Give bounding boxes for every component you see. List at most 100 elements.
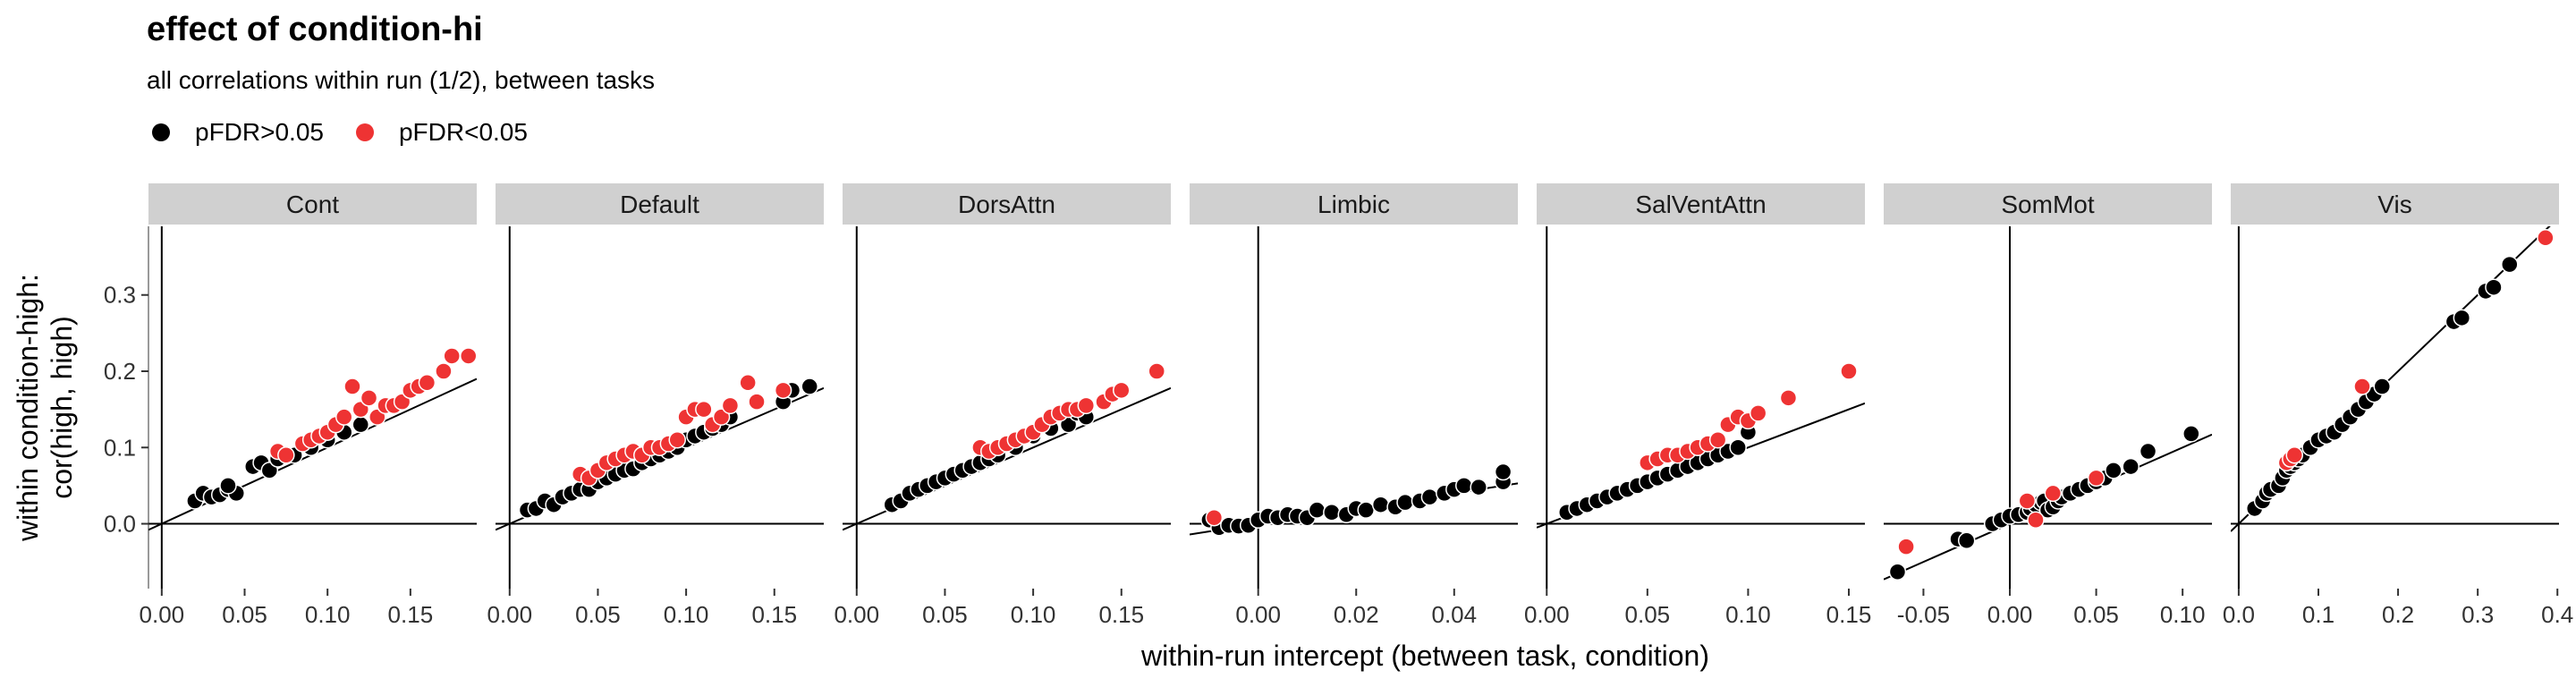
- legend-swatch-ns: [152, 123, 170, 141]
- x-tick-label: 0.1: [2302, 601, 2334, 628]
- x-tick-label: 0.10: [2160, 601, 2206, 628]
- data-point-sig: [695, 400, 713, 419]
- facet-label-limbic: Limbic: [1318, 191, 1390, 218]
- x-tick-label: 0.4: [2541, 601, 2573, 628]
- x-tick-label: 0.00: [1235, 601, 1281, 628]
- data-point-ns: [2122, 457, 2140, 476]
- y-tick-label: 0.0: [104, 511, 136, 538]
- data-point-ns: [1470, 478, 1487, 496]
- x-axis-title: within-run intercept (between task, cond…: [1140, 640, 1709, 672]
- facet-strip-vis: [2231, 183, 2559, 225]
- facet-strip-cont: [148, 183, 477, 225]
- data-point-sig: [721, 396, 740, 415]
- x-tick-label: 0.05: [1625, 601, 1671, 628]
- facet-strip-salventattn: [1537, 183, 1865, 225]
- data-point-ns: [1308, 501, 1326, 519]
- x-tick-label: 0.00: [140, 601, 185, 628]
- y-tick-label: 0.3: [104, 282, 136, 309]
- data-point-sig: [712, 408, 731, 426]
- data-point-sig: [2353, 377, 2371, 395]
- data-point-ns: [1396, 493, 1414, 512]
- x-tick-label: 0.0: [2223, 601, 2255, 628]
- data-point-sig: [1708, 430, 1727, 449]
- x-tick-label: 0.04: [1431, 601, 1477, 628]
- x-tick-label: 0.10: [1011, 601, 1056, 628]
- data-point-ns: [1371, 496, 1390, 513]
- data-point-ns: [2373, 377, 2391, 395]
- chart-title: effect of condition-hi: [147, 11, 483, 48]
- data-point-sig: [748, 393, 766, 411]
- data-point-sig: [435, 362, 453, 380]
- data-point-sig: [1840, 362, 1858, 380]
- x-tick-label: 0.05: [2073, 601, 2119, 628]
- data-point-ns: [2182, 425, 2200, 443]
- data-point-sig: [2044, 484, 2063, 503]
- x-tick-label: 0.05: [922, 601, 968, 628]
- data-point-ns: [2105, 462, 2123, 479]
- data-point-sig: [2087, 469, 2106, 488]
- data-point-sig: [443, 347, 461, 365]
- data-point-ns: [801, 377, 818, 395]
- x-tick-label: 0.15: [1826, 601, 1872, 628]
- facet-label-sommot: SomMot: [2001, 191, 2094, 218]
- x-tick-label: 0.05: [222, 601, 267, 628]
- legend-swatch-sig: [355, 123, 374, 141]
- data-point-ns: [352, 415, 370, 434]
- data-point-sig: [2285, 446, 2304, 464]
- x-tick-label: 0.10: [305, 601, 351, 628]
- facet-label-salventattn: SalVentAttn: [1635, 191, 1766, 218]
- data-point-sig: [1205, 508, 1224, 527]
- legend-label-ns: pFDR>0.05: [195, 118, 324, 146]
- data-point-ns: [2453, 309, 2471, 327]
- data-point-ns: [1494, 462, 1513, 481]
- legend-item-sig: pFDR<0.05: [351, 118, 528, 147]
- x-tick-label: -0.05: [1897, 601, 1950, 628]
- data-point-sig: [277, 446, 295, 464]
- facet-label-vis: Vis: [2377, 191, 2411, 218]
- x-tick-label: 0.15: [1098, 601, 1144, 628]
- data-point-sig: [1779, 389, 1798, 407]
- data-point-ns: [1729, 438, 1747, 457]
- x-tick-label: 0.00: [1524, 601, 1570, 628]
- data-point-ns: [1357, 501, 1375, 519]
- y-tick-label: 0.2: [104, 358, 136, 385]
- data-point-sig: [1148, 362, 1165, 380]
- data-point-sig: [1113, 381, 1131, 400]
- data-point-ns: [2501, 255, 2519, 274]
- legend-label-sig: pFDR<0.05: [398, 118, 528, 146]
- data-point-sig: [1749, 404, 1767, 422]
- data-point-sig: [343, 377, 361, 395]
- data-point-ns: [1454, 477, 1473, 495]
- legend: pFDR>0.05 pFDR<0.05: [147, 114, 555, 150]
- x-tick-label: 0.10: [664, 601, 709, 628]
- chart-subtitle: all correlations within run (1/2), betwe…: [147, 66, 656, 94]
- legend-item-ns: pFDR>0.05: [147, 118, 324, 147]
- data-point-sig: [774, 381, 792, 400]
- x-tick-label: 0.10: [1725, 601, 1771, 628]
- data-point-sig: [1077, 396, 1096, 415]
- data-point-sig: [2537, 229, 2555, 247]
- x-tick-label: 0.00: [487, 601, 532, 628]
- data-point-ns: [1323, 503, 1341, 522]
- data-point-ns: [1888, 563, 1907, 581]
- data-point-sig: [2027, 511, 2045, 530]
- data-point-sig: [739, 374, 757, 392]
- facet-label-cont: Cont: [286, 191, 339, 218]
- x-tick-label: 0.15: [388, 601, 434, 628]
- data-point-ns: [219, 477, 237, 495]
- x-tick-label: 0.00: [1987, 601, 2033, 628]
- x-tick-label: 0.00: [834, 601, 879, 628]
- data-point-sig: [418, 374, 436, 392]
- data-point-sig: [668, 430, 686, 449]
- x-tick-label: 0.02: [1334, 601, 1379, 628]
- data-point-sig: [360, 389, 378, 407]
- facet-strip-dorsattn: [843, 183, 1171, 225]
- data-point-sig: [335, 408, 353, 426]
- y-axis-title-line1: within condition-high:: [12, 274, 44, 542]
- facet-label-dorsattn: DorsAttn: [958, 191, 1055, 218]
- data-point-sig: [459, 347, 478, 365]
- x-tick-label: 0.3: [2462, 601, 2494, 628]
- facet-strip-default: [496, 183, 824, 225]
- facet-strip-sommot: [1884, 183, 2212, 225]
